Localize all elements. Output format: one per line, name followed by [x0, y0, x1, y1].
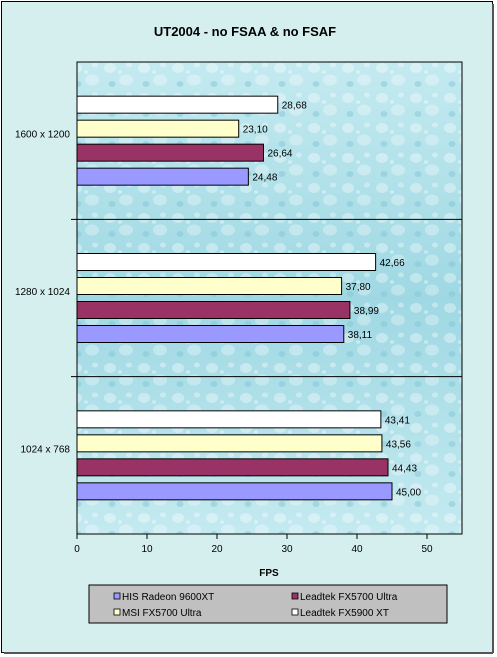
category-labels: 1600 x 1200 1280 x 1024 1024 x 768 [15, 130, 70, 456]
legend-label: Leadtek FX5900 XT [300, 608, 389, 619]
bar-value-label: 44,43 [392, 463, 417, 474]
bar [76, 143, 264, 162]
plot-area [76, 61, 463, 535]
bar-value-label: 43,41 [385, 415, 410, 426]
x-tick-label: 20 [211, 544, 223, 555]
category-separators [71, 218, 462, 378]
bar [76, 253, 377, 271]
bar-value-label: 45,00 [396, 487, 421, 498]
legend-swatch [291, 608, 299, 616]
bar [76, 95, 279, 114]
category-label: 1024 x 768 [21, 444, 71, 455]
legend-label: MSI FX5700 Ultra [122, 608, 202, 619]
legend-swatch [113, 592, 121, 600]
bar-value-label: 28,68 [282, 101, 307, 112]
x-tick-label: 0 [74, 544, 80, 555]
x-tick-label: 10 [141, 544, 153, 555]
legend-label: Leadtek FX5700 Ultra [300, 592, 398, 603]
legend-swatch [291, 592, 299, 600]
bars [76, 95, 393, 501]
bar-value-label: 42,66 [380, 258, 405, 269]
chart-title: UT2004 - no FSAA & no FSAF [154, 24, 336, 39]
bar-value-label: 24,48 [252, 173, 277, 184]
bar-labels: 28,68 23,10 26,64 24,48 42,66 37,80 38,99 38,11… [243, 101, 422, 499]
x-tick-label: 50 [421, 544, 433, 555]
bar [76, 301, 351, 319]
bar-value-label: 23,10 [243, 125, 268, 136]
category-label: 1280 x 1024 [15, 287, 70, 298]
bar [76, 277, 343, 295]
bar [76, 482, 393, 501]
bar-value-label: 38,11 [348, 330, 373, 341]
x-tick-label: 30 [281, 544, 293, 555]
bar [76, 458, 389, 477]
category-label: 1600 x 1200 [15, 130, 70, 141]
legend-swatch [113, 608, 121, 616]
bar-value-label: 43,56 [386, 439, 411, 450]
x-axis: 0 10 20 30 40 50 [74, 534, 433, 555]
bar [76, 119, 240, 138]
bar [76, 325, 345, 343]
legend: HIS Radeon 9600XT Leadtek FX5700 Ultra MSI… [88, 584, 448, 624]
x-axis-title: FPS [259, 568, 279, 579]
bar [76, 167, 249, 186]
bar-value-label: 38,99 [354, 306, 379, 317]
legend-label: HIS Radeon 9600XT [122, 592, 214, 603]
bar [76, 434, 383, 453]
bar-value-label: 26,64 [267, 149, 292, 160]
bar [76, 410, 382, 429]
x-tick-label: 40 [351, 544, 363, 555]
bar-value-label: 37,80 [346, 282, 371, 293]
